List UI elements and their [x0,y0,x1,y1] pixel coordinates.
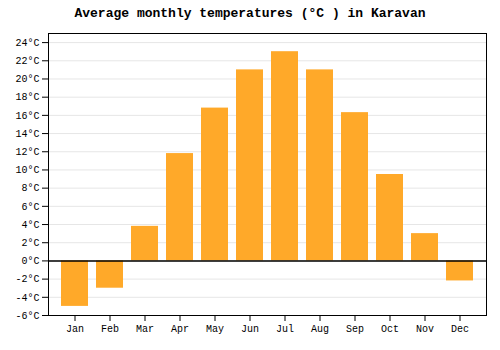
svg-text:Feb: Feb [101,324,119,335]
svg-text:2°C: 2°C [21,238,39,249]
svg-text:-6°C: -6°C [15,311,39,322]
svg-text:Dec: Dec [451,324,469,335]
svg-text:Nov: Nov [416,324,434,335]
svg-text:14°C: 14°C [15,129,39,140]
svg-text:18°C: 18°C [15,92,39,103]
svg-text:12°C: 12°C [15,147,39,158]
svg-text:Jul: Jul [276,324,294,335]
svg-text:0°C: 0°C [21,256,39,267]
html-text:Average monthly temperatures (: Average monthly temperatures (°C ) in Ka… [74,6,426,21]
svg-text:16°C: 16°C [15,111,39,122]
svg-text:-2°C: -2°C [15,274,39,285]
svg-text:10°C: 10°C [15,165,39,176]
svg-text:Jun: Jun [241,324,259,335]
svg-text:22°C: 22°C [15,56,39,67]
svg-text:8°C: 8°C [21,183,39,194]
svg-text:4°C: 4°C [21,220,39,231]
svg-text:Apr: Apr [171,324,189,335]
svg-text:Mar: Mar [136,324,154,335]
svg-text:20°C: 20°C [15,74,39,85]
svg-text:May: May [206,324,224,335]
svg-text:Jan: Jan [66,324,84,335]
svg-text:Aug: Aug [311,324,329,335]
svg-text:Sep: Sep [346,324,364,335]
svg-text:24°C: 24°C [15,38,39,49]
svg-text:Oct: Oct [381,324,399,335]
svg-text:6°C: 6°C [21,202,39,213]
svg-text:-4°C: -4°C [15,293,39,304]
